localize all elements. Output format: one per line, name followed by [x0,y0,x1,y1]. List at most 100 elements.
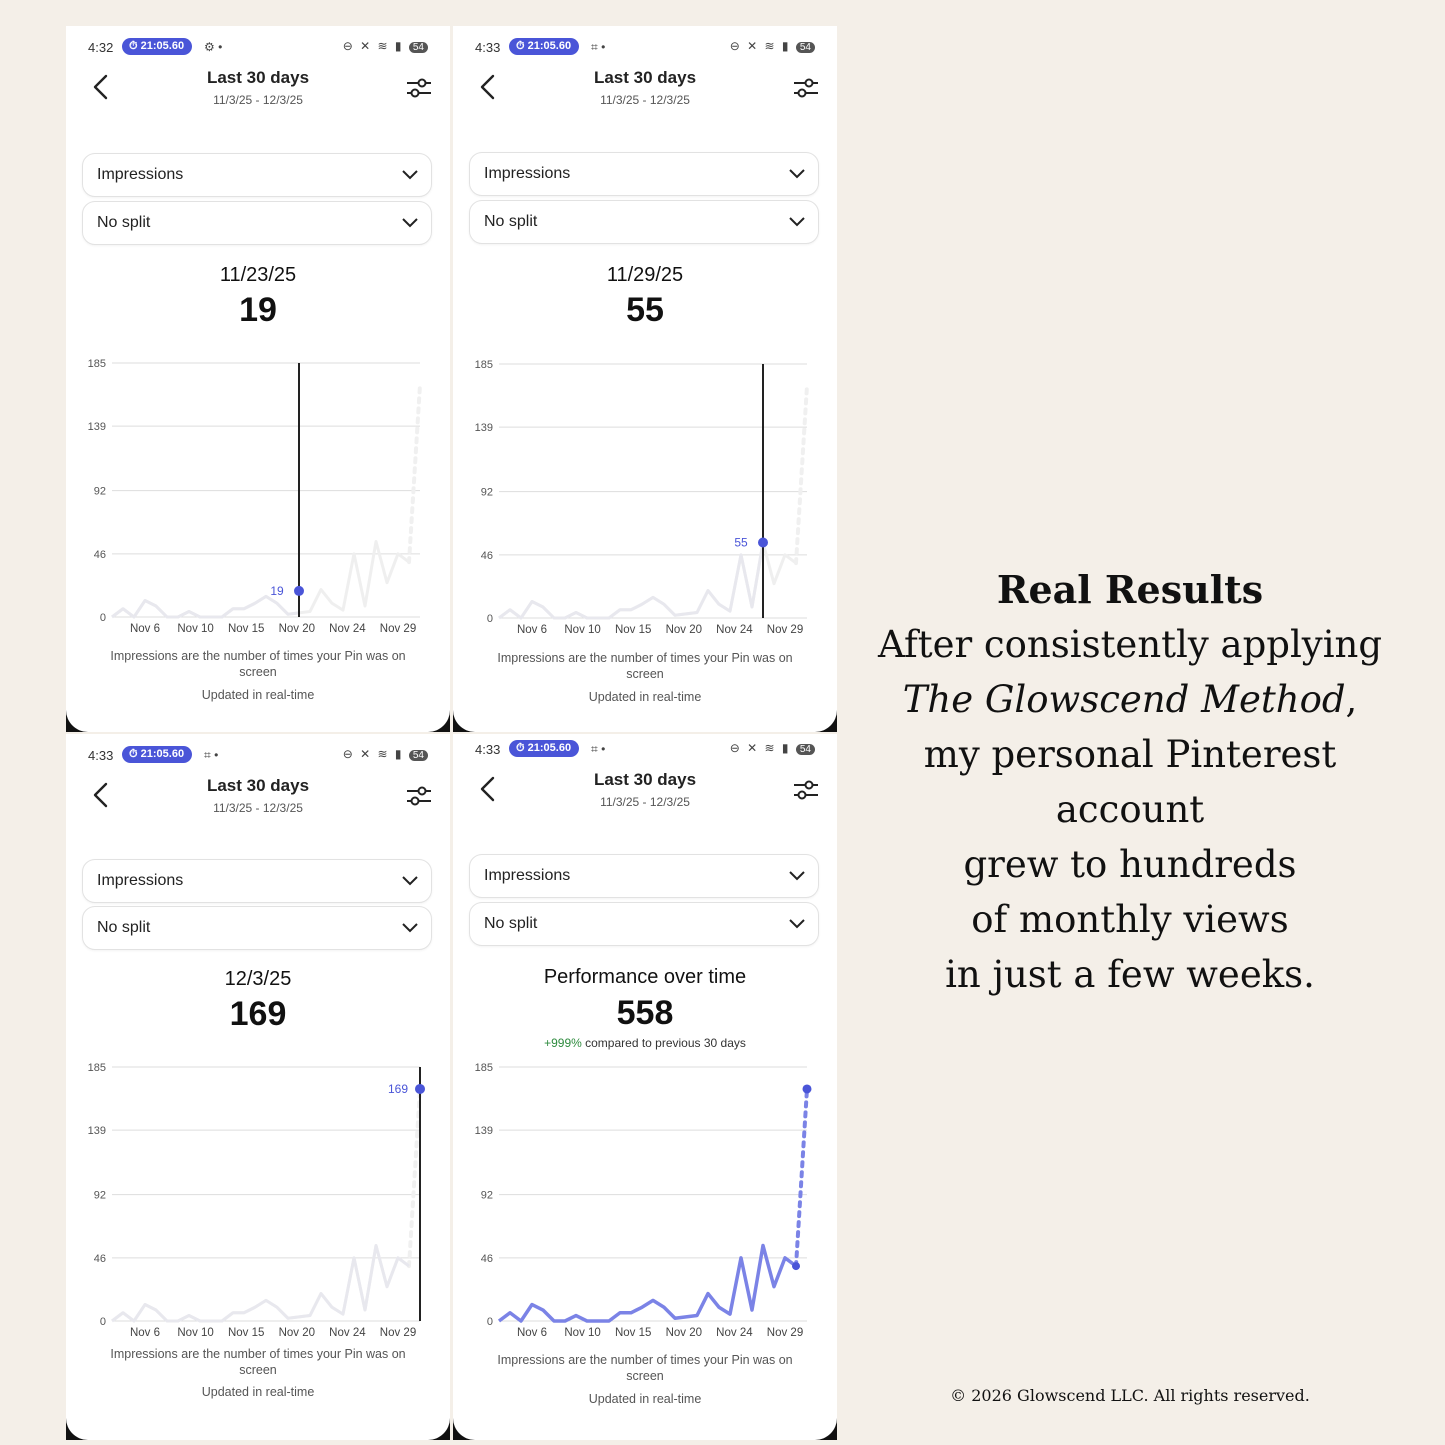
phone-screenshot-1: 4:32 ⏱ 21:05.60 ⚙ • ⊖ ✕ ≋ ▮ 54 Last 30 d… [66,26,450,732]
x-tick-label: Nov 24 [329,623,366,635]
filter-sliders-icon[interactable] [406,76,432,100]
split-dropdown[interactable]: No split [82,906,432,950]
chevron-down-icon [789,919,805,929]
stopwatch-time: 21:05.60 [140,40,185,52]
impressions-line-chart[interactable]: 0 46 92 139 185 Nov 6 Nov 10 Nov 15 Nov 20 Nov 24… [66,346,450,646]
chart-footnote: Impressions are the number of times your… [497,1353,793,1383]
y-tick-label: 139 [88,1125,106,1137]
metric-dropdown-label: Impressions [97,872,184,889]
status-bar: 4:33 ⏱ 21:05.60 ⌗ • ⊖ ✕ ≋ ▮ 54 [475,38,815,58]
x-tick-label: Nov 24 [716,1327,753,1339]
projected-line-faded [407,382,422,565]
selected-point-label: 169 [388,1082,408,1096]
impressions-line-chart[interactable]: 0 46 92 139 185 Nov 6 Nov 10 Nov 15 Nov 20 Nov 24… [453,1050,837,1350]
x-tick-label: Nov 6 [130,1327,160,1339]
copyright-notice: © 2026 Glowscend LLC. All rights reserve… [950,1386,1310,1405]
y-tick-label: 0 [100,1316,106,1328]
stopwatch-time: 21:05.60 [140,748,185,760]
split-dropdown-label: No split [484,213,538,230]
updated-label: Updated in real-time [588,690,702,704]
x-tick-label: Nov 29 [767,624,803,636]
selected-date: 12/3/25 [224,968,292,990]
y-tick-label: 46 [94,1253,106,1265]
impressions-line-chart[interactable]: 0 46 92 139 185 Nov 6 Nov 10 Nov 15 Nov 20 Nov 24… [66,1050,450,1350]
back-arrow-icon[interactable] [475,774,501,804]
back-arrow-icon[interactable] [88,780,114,810]
data-point [792,1262,800,1271]
back-arrow-icon[interactable] [475,72,501,102]
screenshot-icon: ⌗ • [591,742,606,756]
selected-date: 11/29/25 [606,264,684,286]
caption-line-6: in just a few weeks. [945,953,1315,996]
split-dropdown-label: No split [97,919,151,936]
stopwatch-pill[interactable]: ⏱ 21:05.60 [122,746,193,763]
projected-line-faded [407,1086,422,1269]
metric-dropdown[interactable]: Impressions [82,859,432,903]
filter-sliders-icon[interactable] [793,76,819,100]
back-arrow-icon[interactable] [88,72,114,102]
battery-level: 54 [795,744,815,755]
series-line-highlight [111,1243,410,1323]
series-line [497,1243,798,1323]
selected-value: 169 [229,995,287,1033]
x-tick-label: Nov 20 [279,1327,315,1339]
comparison-label: compared to previous 30 days [581,1036,746,1050]
split-dropdown[interactable]: No split [469,902,819,946]
battery-level: 54 [408,42,428,53]
x-tick-label: Nov 15 [615,1327,651,1339]
split-dropdown[interactable]: No split [469,200,819,244]
status-bar: 4:33 ⏱ 21:05.60 ⌗ • ⊖ ✕ ≋ ▮ 54 [475,740,815,760]
screen-bottom-edge [453,1418,837,1440]
metric-dropdown-label: Impressions [97,166,184,183]
filter-sliders-icon[interactable] [793,778,819,802]
metric-dropdown[interactable]: Impressions [82,153,432,197]
split-dropdown-label: No split [97,214,151,231]
y-tick-label: 185 [88,358,106,370]
stopwatch-pill[interactable]: ⏱ 21:05.60 [509,740,580,757]
metric-dropdown[interactable]: Impressions [469,854,819,898]
stopwatch-time: 21:05.60 [527,742,572,754]
stopwatch-time: 21:05.60 [527,40,572,52]
y-tick-label: 46 [94,549,106,561]
comparison-delta: +999% [544,1036,582,1050]
total-value: 558 [616,994,674,1032]
date-range-title: Last 30 days [593,770,697,789]
stopwatch-pill[interactable]: ⏱ 21:05.60 [509,38,580,55]
caption-line-4: grew to hundreds [963,843,1297,886]
x-tick-label: Nov 29 [380,623,416,635]
chevron-down-icon [789,871,805,881]
y-tick-label: 46 [481,550,493,562]
x-tick-label: Nov 20 [666,624,702,636]
x-tick-label: Nov 20 [279,623,315,635]
x-tick-label: Nov 15 [228,1327,264,1339]
battery-level: 54 [795,42,815,53]
chevron-down-icon [402,218,418,228]
caption-line-5: of monthly views [971,898,1289,941]
y-tick-label: 46 [481,1253,493,1265]
stopwatch-pill[interactable]: ⏱ 21:05.60 [122,38,193,55]
y-tick-label: 0 [487,613,493,625]
split-dropdown[interactable]: No split [82,201,432,245]
impressions-line-chart[interactable]: 0 46 92 139 185 Nov 6 Nov 10 Nov 15 Nov 20 Nov 24… [453,347,837,647]
status-icons: ⊖ ✕ ≋ ▮ 54 [730,741,815,755]
x-tick-label: Nov 24 [329,1327,366,1339]
notification-icon: ⚙ • [204,40,223,54]
chevron-down-icon [789,169,805,179]
selected-value: 19 [239,291,277,329]
metric-dropdown-label: Impressions [484,867,571,884]
chart-footnote: Impressions are the number of times your… [110,649,406,679]
metric-dropdown-label: Impressions [484,165,571,182]
caption-line-3: my personal Pinterest account [923,733,1337,831]
projected-line [794,1086,809,1269]
x-tick-label: Nov 15 [615,624,651,636]
x-tick-label: Nov 24 [716,624,753,636]
selected-point-label: 19 [270,584,284,598]
chevron-down-icon [402,923,418,933]
selected-value: 55 [626,291,664,329]
date-range-title: Last 30 days [206,68,310,87]
status-icons: ⊖ ✕ ≋ ▮ 54 [343,39,428,53]
method-suffix: , [1345,678,1358,721]
screenshot-icon: ⌗ • [591,40,606,54]
filter-sliders-icon[interactable] [406,784,432,808]
metric-dropdown[interactable]: Impressions [469,152,819,196]
